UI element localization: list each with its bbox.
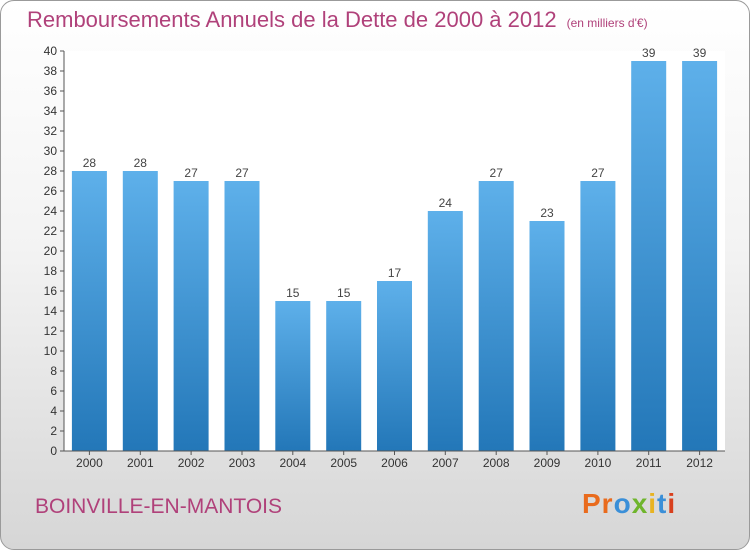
y-tick-label: 38 [44,64,58,78]
y-tick-label: 22 [44,224,58,238]
bar [427,211,463,451]
bar [529,221,565,451]
y-tick-label: 10 [44,344,58,358]
y-tick-label: 28 [44,164,58,178]
y-tick-label: 24 [44,204,58,218]
bar [580,181,616,451]
y-tick-label: 34 [44,104,58,118]
bar-value-label: 15 [286,286,300,300]
x-tick-label: 2008 [483,456,510,470]
y-tick-label: 36 [44,84,58,98]
bar-value-label: 24 [439,196,453,210]
bar-value-label: 27 [490,166,504,180]
x-tick-label: 2001 [127,456,154,470]
y-tick-label: 16 [44,284,58,298]
bar [478,181,514,451]
x-tick-label: 2009 [534,456,561,470]
bar [71,171,107,451]
y-tick-label: 20 [44,244,58,258]
x-tick-label: 2000 [76,456,103,470]
bar [275,301,311,451]
bar-value-label: 28 [83,156,97,170]
x-tick-label: 2012 [686,456,713,470]
bar [224,181,260,451]
bar-value-label: 15 [337,286,351,300]
logo-part: i [667,488,677,519]
logo-part: t [657,488,668,519]
bar [173,181,209,451]
y-tick-label: 12 [44,324,58,338]
x-tick-label: 2003 [229,456,256,470]
bar-value-label: 23 [540,206,554,220]
logo-part: o [613,488,632,519]
y-tick-label: 30 [44,144,58,158]
bar-value-label: 17 [388,266,402,280]
y-tick-label: 14 [44,304,58,318]
y-tick-label: 40 [44,44,58,58]
y-tick-label: 32 [44,124,58,138]
bar-value-label: 39 [693,46,707,60]
proxiti-logo: Proxiti [582,488,676,520]
bar [631,61,667,451]
bar-value-label: 27 [591,166,605,180]
chart-title-text: Remboursements Annuels de la Dette de 20… [27,7,557,32]
bar-value-label: 28 [134,156,148,170]
x-tick-label: 2007 [432,456,459,470]
y-tick-label: 8 [50,364,57,378]
bar [122,171,158,451]
axes-group: 2000 2001 2002 2003 2004 2005 2006 2007 2008 2009… [44,44,725,470]
logo-part: i [648,488,658,519]
chart-title: Remboursements Annuels de la Dette de 20… [27,7,648,33]
x-tick-label: 2002 [178,456,205,470]
x-tick-label: 2010 [585,456,612,470]
y-tick-label: 2 [50,424,57,438]
bar [377,281,412,451]
logo-part: x [631,488,649,519]
y-tick-label: 6 [50,384,57,398]
bar [326,301,362,451]
bars-group: 28 28 27 27 15 15 17 24 27 23 27 39 39 [71,46,718,451]
y-tick-label: 0 [50,444,57,458]
y-tick-label: 26 [44,184,58,198]
x-tick-label: 2011 [636,456,662,470]
bar-value-label: 39 [642,46,656,60]
bar [682,61,718,451]
bar-value-label: 27 [184,166,198,180]
x-tick-label: 2005 [330,456,357,470]
bar-value-label: 27 [235,166,249,180]
y-tick-label: 4 [50,404,57,418]
commune-name: BOINVILLE-EN-MANTOIS [35,495,282,518]
x-tick-label: 2004 [279,456,306,470]
x-tick-label: 2006 [381,456,408,470]
y-tick-label: 18 [44,264,58,278]
chart-subtitle: (en milliers d'€) [566,16,648,30]
logo-part: Pr [582,488,614,519]
